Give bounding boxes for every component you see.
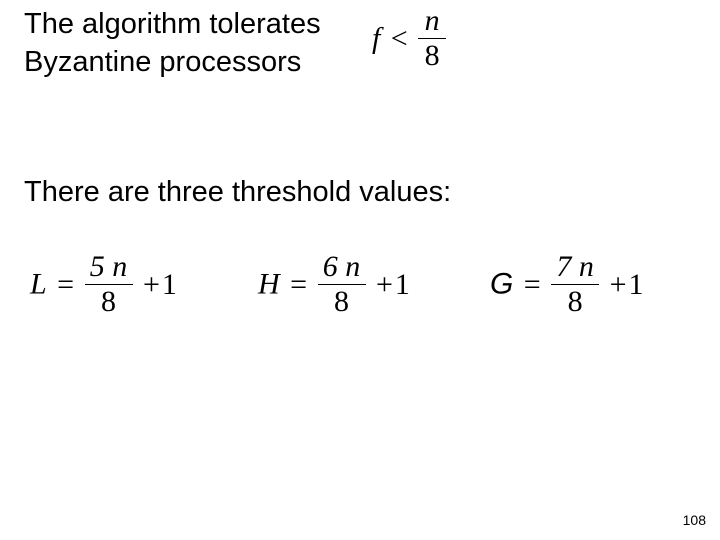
formula-h-eq: = (284, 268, 313, 301)
formula-h-frac: 6 n 8 (318, 252, 366, 317)
text-line-3: There are three threshold values: (24, 176, 451, 209)
formula-h: H = 6 n 8 +1 (258, 252, 410, 317)
page-number: 108 (683, 512, 706, 528)
text-line-1: The algorithm tolerates (24, 8, 321, 41)
formula-h-den: 8 (318, 287, 366, 317)
formula-l-den: 8 (85, 287, 133, 317)
formula-l: L = 5 n 8 +1 (30, 252, 177, 317)
formula-g-tail: 1 (629, 268, 644, 301)
formula-g-var: G (490, 268, 513, 301)
formula-h-var: H (258, 268, 280, 301)
formula-h-num: 6 n (318, 252, 366, 282)
formula-g-den: 8 (551, 287, 599, 317)
formula-f-var: f (372, 22, 380, 55)
text-line-2: Byzantine processors (24, 46, 301, 79)
formula-f-op: < (385, 22, 414, 55)
formula-f: f < n 8 (372, 6, 446, 71)
formula-g: G = 7 n 8 +1 (490, 252, 644, 317)
formula-f-den: 8 (418, 41, 446, 71)
formula-f-num: n (418, 6, 446, 36)
formula-l-frac: 5 n 8 (85, 252, 133, 317)
slide: The algorithm tolerates Byzantine proces… (0, 0, 720, 540)
formula-g-eq: = (518, 268, 547, 301)
formula-l-num: 5 n (85, 252, 133, 282)
formula-l-tail: 1 (162, 268, 177, 301)
formula-g-frac: 7 n 8 (551, 252, 599, 317)
formula-l-eq: = (51, 268, 80, 301)
formula-f-frac: n 8 (418, 6, 446, 71)
formula-g-num: 7 n (551, 252, 599, 282)
formula-l-var: L (30, 268, 47, 301)
formula-h-tail: 1 (395, 268, 410, 301)
